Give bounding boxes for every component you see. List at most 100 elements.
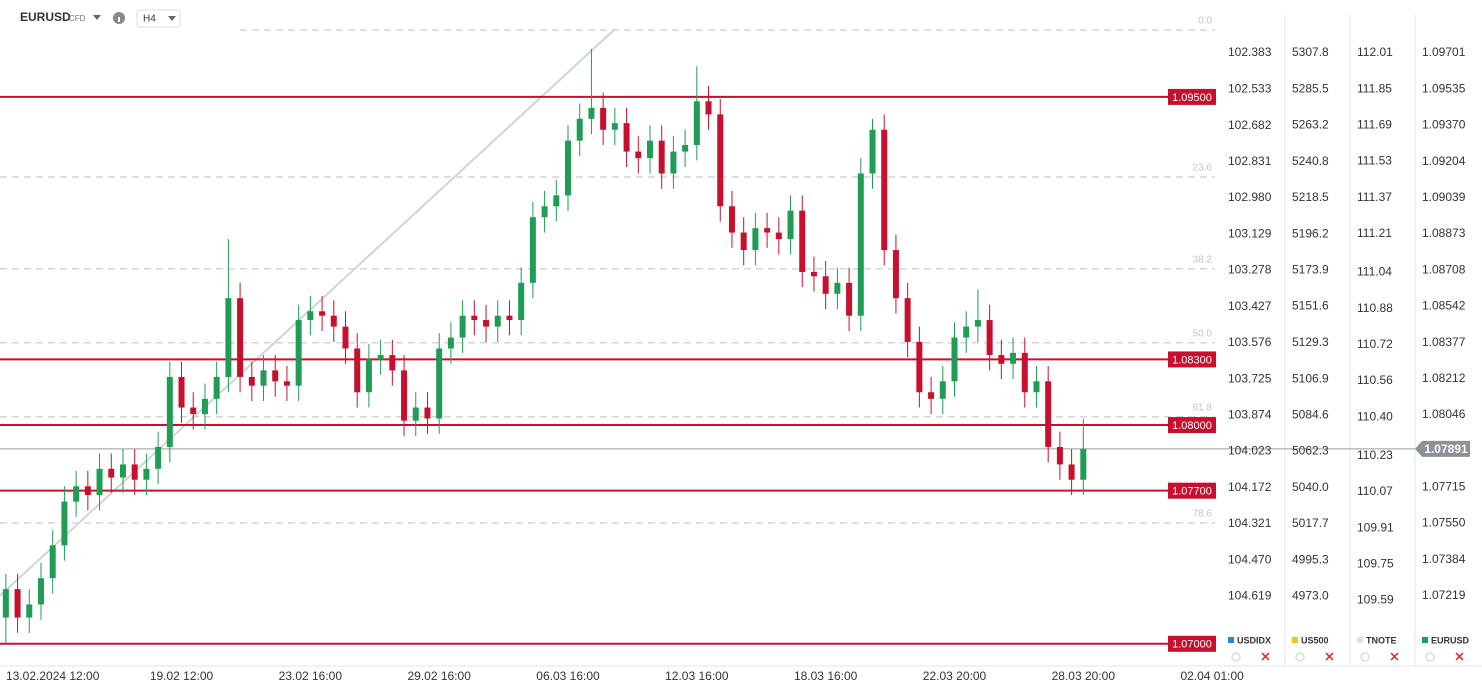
y-tick-label: 102.831 xyxy=(1228,154,1272,168)
candle-body xyxy=(705,101,712,115)
remove-icon xyxy=(1261,652,1270,661)
candle-body xyxy=(248,376,255,386)
y-tick-label: 111.37 xyxy=(1357,190,1392,204)
candle-body xyxy=(447,337,454,349)
candle-body xyxy=(717,114,724,207)
candle-body xyxy=(787,210,794,240)
candle-body xyxy=(213,376,220,399)
fib-label: 38.2 xyxy=(1193,254,1213,265)
candle-body xyxy=(225,298,232,377)
candle-body xyxy=(600,107,607,130)
fib-label: 0.0 xyxy=(1198,16,1212,27)
y-tick-label: 1.08873 xyxy=(1422,226,1466,240)
y-tick-label: 5173.9 xyxy=(1292,263,1329,277)
fib-label: 23.6 xyxy=(1193,163,1213,174)
x-tick-label: 06.03 16:00 xyxy=(536,669,600,683)
y-tick-label: 4973.0 xyxy=(1292,589,1329,603)
y-tick-label: 103.725 xyxy=(1228,371,1272,385)
candle-body xyxy=(201,398,208,415)
y-tick-label: 5129.3 xyxy=(1292,335,1329,349)
candle-body xyxy=(119,464,126,478)
candle-body xyxy=(178,376,185,408)
candle-body xyxy=(553,195,560,207)
y-tick-label: 1.09370 xyxy=(1422,118,1466,132)
badge: CFD xyxy=(69,14,86,23)
candle-body xyxy=(283,381,290,386)
candle-body xyxy=(459,315,466,338)
candle-body xyxy=(471,315,478,321)
visibility-icon xyxy=(1231,652,1241,662)
level-tag xyxy=(1168,417,1216,434)
y-tick-label: 103.129 xyxy=(1228,226,1272,240)
level-tag xyxy=(1168,351,1216,368)
legend-swatch xyxy=(1422,637,1428,643)
y-tick-label: 102.533 xyxy=(1228,82,1272,96)
candle-body xyxy=(963,326,970,338)
candle-body xyxy=(822,276,829,294)
symbol[interactable]: EURUSD xyxy=(20,10,71,24)
candle-body xyxy=(190,407,197,415)
y-tick-label: 109.59 xyxy=(1357,593,1394,607)
y-tick-label: 5151.6 xyxy=(1292,299,1329,313)
y-tick-label: 1.08046 xyxy=(1422,407,1466,421)
candle-body xyxy=(1045,381,1052,447)
y-tick-label: 1.07550 xyxy=(1422,516,1466,530)
legend-swatch xyxy=(1292,637,1298,643)
candle-body xyxy=(623,123,630,152)
y-tick-label: 5106.9 xyxy=(1292,371,1329,385)
y-tick-label: 102.980 xyxy=(1228,190,1272,204)
x-tick-label: 23.02 16:00 xyxy=(279,669,343,683)
select-caret xyxy=(168,16,176,21)
y-tick-label: 110.23 xyxy=(1357,448,1393,462)
candle-body xyxy=(412,407,419,421)
y-tick-label: 1.09039 xyxy=(1422,190,1466,204)
candle-body xyxy=(494,315,501,327)
candle-body xyxy=(61,501,68,546)
candle-body xyxy=(682,145,689,152)
y-tick-label: 110.07 xyxy=(1357,484,1393,498)
y-tick-label: 111.85 xyxy=(1357,81,1392,95)
x-tick-label: 12.03 16:00 xyxy=(665,669,729,683)
level-label: 1.08000 xyxy=(1172,420,1212,432)
y-tick-label: 1.09701 xyxy=(1422,45,1466,59)
visibility-icon xyxy=(1360,652,1370,662)
y-tick-label: 103.278 xyxy=(1228,263,1272,277)
candle-body xyxy=(939,381,946,399)
candle-body xyxy=(96,468,103,496)
candle-body xyxy=(775,232,782,240)
info-icon-bar xyxy=(118,17,120,22)
x-tick-label: 22.03 20:00 xyxy=(923,669,987,683)
y-tick-label: 5218.5 xyxy=(1292,190,1329,204)
y-tick-label: 109.91 xyxy=(1357,520,1394,534)
candle-body xyxy=(49,545,56,579)
y-tick-label: 111.53 xyxy=(1357,154,1392,168)
candle-body xyxy=(928,392,935,399)
candle-body xyxy=(846,282,853,316)
candle-body xyxy=(424,407,431,419)
y-tick-label: 103.427 xyxy=(1228,299,1272,313)
candle-body xyxy=(143,468,150,480)
y-tick-label: 103.576 xyxy=(1228,335,1272,349)
y-tick-label: 1.08542 xyxy=(1422,299,1466,313)
fib-label: 78.6 xyxy=(1193,508,1213,519)
y-tick-label: 104.172 xyxy=(1228,480,1272,494)
candle-body xyxy=(2,589,9,618)
candle-body xyxy=(529,217,536,283)
x-tick-label: 29.02 16:00 xyxy=(407,669,471,683)
x-tick-label: 02.04 01:00 xyxy=(1180,669,1244,683)
y-tick-label: 5240.8 xyxy=(1292,154,1329,168)
candle-body xyxy=(881,129,888,251)
candle-body xyxy=(670,151,677,174)
legend-swatch xyxy=(1357,637,1363,643)
candle-body xyxy=(260,370,267,386)
interval-select[interactable] xyxy=(136,9,181,28)
candle-body xyxy=(166,376,173,447)
dropdown-caret[interactable] xyxy=(93,15,101,20)
level-label: 1.08300 xyxy=(1172,354,1212,366)
legend-label: US500 xyxy=(1301,635,1329,645)
level-tag xyxy=(1168,88,1216,105)
level-label: 1.09500 xyxy=(1172,92,1212,104)
candle-body xyxy=(658,140,665,174)
